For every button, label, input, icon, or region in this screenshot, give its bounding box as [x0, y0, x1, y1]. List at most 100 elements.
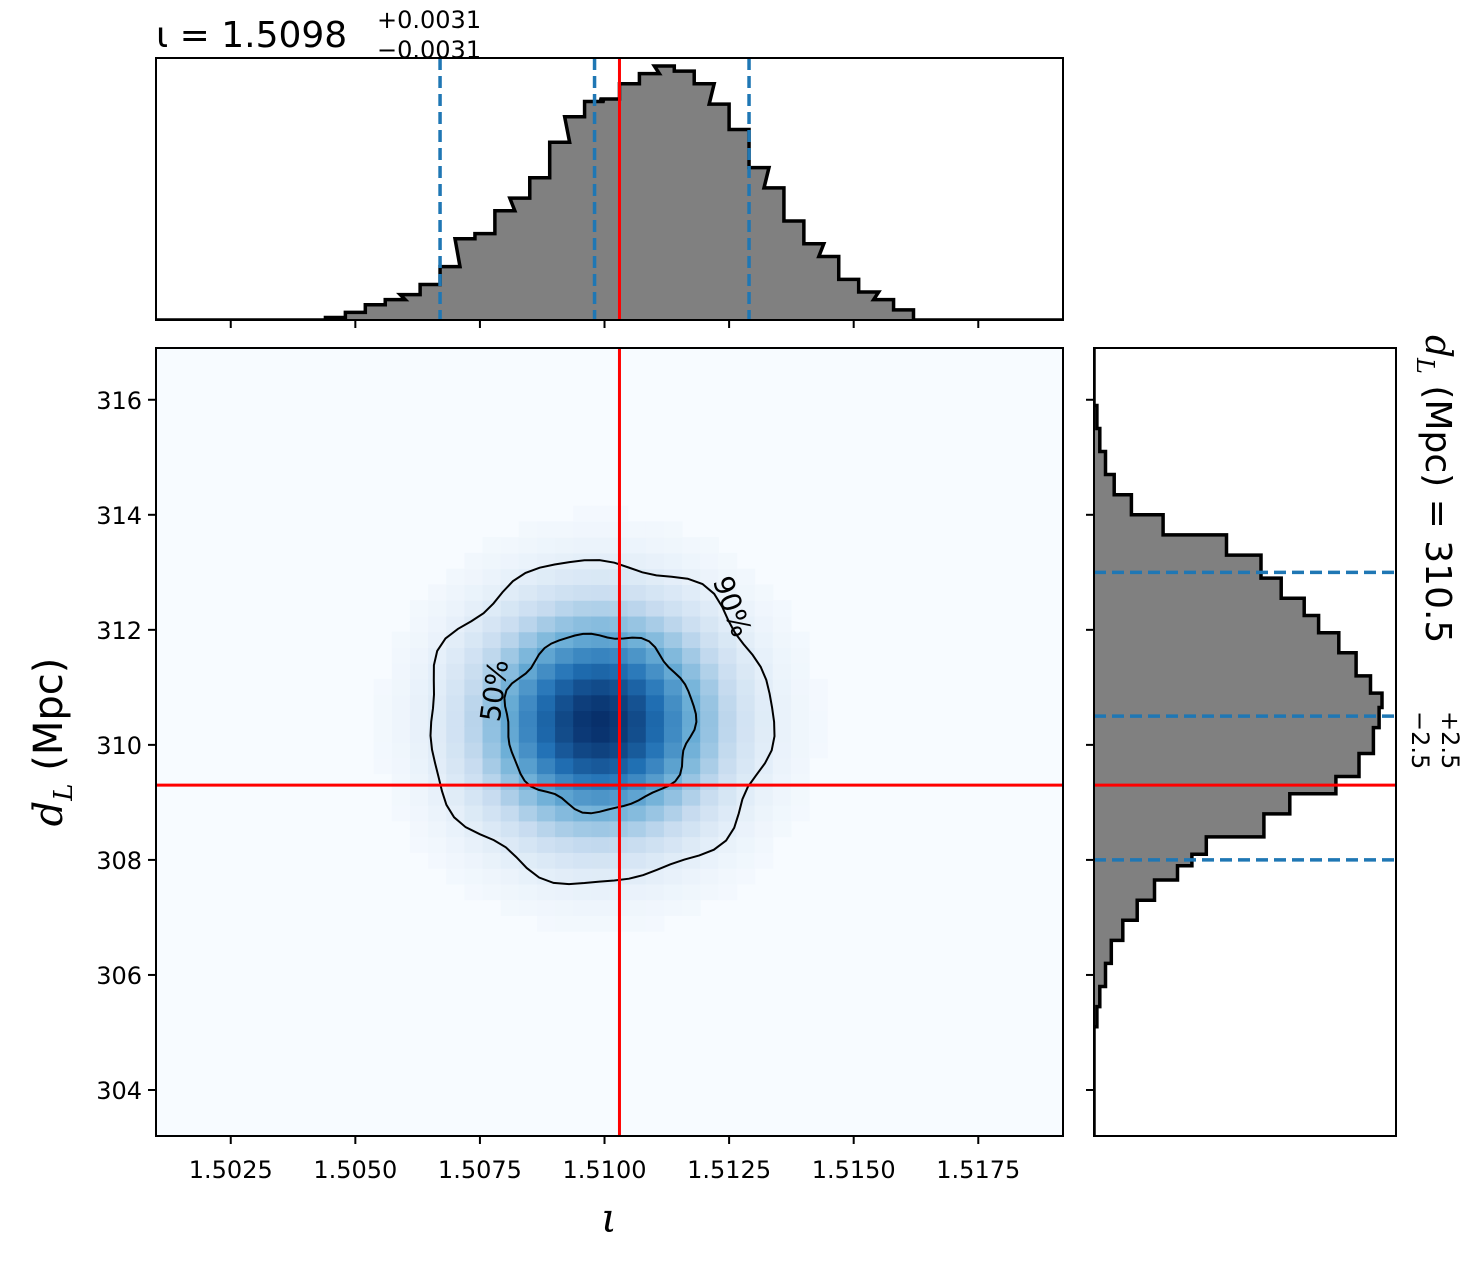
heatmap-cell: [555, 710, 574, 727]
heatmap-cell: [591, 631, 611, 649]
heatmap-cell: [573, 600, 592, 617]
heatmap-cell: [718, 852, 738, 869]
heatmap-cell: [536, 568, 556, 585]
heatmap-cell: [573, 694, 592, 712]
heatmap-cell: [591, 710, 611, 727]
heatmap-cell: [645, 820, 665, 838]
heatmap-cell: [500, 537, 520, 554]
heatmap-cell: [518, 883, 538, 901]
heatmap-cell: [663, 836, 683, 853]
heatmap-cell: [700, 537, 719, 554]
heatmap-cell: [573, 915, 592, 932]
heatmap-cell: [409, 742, 429, 759]
contour-50: [503, 632, 698, 815]
heatmap-cell: [700, 742, 719, 759]
heatmap-cell: [682, 757, 701, 775]
x-tick-label: 1.5175: [936, 1156, 1020, 1184]
heatmap-cell: [409, 647, 429, 664]
heatmap-cell: [645, 757, 665, 775]
heatmap-cell: [754, 678, 774, 696]
heatmap-cell: [518, 694, 538, 712]
heatmap-cell: [482, 678, 502, 696]
heatmap-cell: [573, 757, 592, 775]
heatmap-cell: [663, 789, 683, 806]
heatmap-cell: [446, 678, 465, 696]
heatmap-cell: [518, 568, 538, 585]
heatmap-cell: [645, 899, 665, 916]
heatmap-cell: [663, 615, 683, 633]
heatmap-cell: [627, 710, 647, 727]
heatmap-cell: [573, 868, 592, 885]
heatmap-cell: [482, 742, 502, 759]
heatmap-cell: [500, 883, 520, 901]
heatmap-cell: [518, 789, 538, 806]
heatmap-cell: [518, 852, 538, 869]
heatmap-cell: [536, 883, 556, 901]
heatmap-cell: [682, 710, 701, 727]
dl-histogram-fill: [1094, 348, 1382, 1136]
heatmap-cell: [428, 678, 447, 696]
heatmap-cell: [482, 568, 502, 585]
heatmap-cell: [790, 773, 810, 790]
heatmap-cell: [663, 868, 683, 885]
heatmap-cell: [682, 820, 701, 838]
heatmap-cell: [772, 678, 792, 696]
heatmap-cell: [772, 742, 792, 759]
heatmap-cell: [446, 773, 465, 790]
heatmap-cell: [518, 899, 538, 916]
heatmap-cell: [555, 757, 574, 775]
heatmap-cell: [573, 742, 592, 759]
heatmap-cell: [736, 710, 756, 727]
heatmap-cell: [573, 615, 592, 633]
heatmap-cell: [391, 710, 411, 727]
heatmap-cell: [645, 568, 665, 585]
heatmap-cell: [555, 899, 574, 916]
heatmap-cell: [790, 805, 810, 822]
heatmap-cell: [718, 789, 738, 806]
heatmap-cell: [736, 663, 756, 680]
heatmap-cell: [500, 789, 520, 806]
heatmap-cell: [645, 915, 665, 932]
heatmap-cell: [500, 663, 520, 680]
heatmap-cell: [700, 805, 719, 822]
heatmap-cell: [391, 663, 411, 680]
heatmap-cell: [573, 678, 592, 696]
heatmap-cell: [482, 663, 502, 680]
heatmap-cell: [500, 852, 520, 869]
heatmap-cell: [409, 710, 429, 727]
heatmap-cell: [809, 726, 828, 743]
heatmap-cell: [718, 568, 738, 585]
heatmap-cell: [482, 584, 502, 601]
heatmap-cell: [718, 757, 738, 775]
iota-marginal-frame: [155, 57, 1064, 321]
heatmap-cell: [536, 899, 556, 916]
heatmap-cell: [790, 647, 810, 664]
heatmap-cell: [500, 552, 520, 570]
y-tick-label: 316: [96, 387, 142, 415]
heatmap-cell: [500, 742, 520, 759]
heatmap-cell: [754, 773, 774, 790]
heatmap-cell: [627, 521, 647, 538]
heatmap-cell: [627, 757, 647, 775]
heatmap-cell: [718, 584, 738, 601]
heatmap-cell: [409, 820, 429, 838]
heatmap-cell: [428, 757, 447, 775]
heatmap-cell: [428, 852, 447, 869]
heatmap-cell: [682, 789, 701, 806]
heatmap-cell: [645, 694, 665, 712]
heatmap-cell: [682, 773, 701, 790]
heatmap-cell: [754, 820, 774, 838]
heatmap-cell: [700, 647, 719, 664]
heatmap-cell: [500, 726, 520, 743]
heatmap-cell: [682, 615, 701, 633]
heatmap-cell: [754, 615, 774, 633]
heatmap-cell: [536, 820, 556, 838]
heatmap-cell: [736, 584, 756, 601]
heatmap-cell: [573, 789, 592, 806]
heatmap-cell: [536, 537, 556, 554]
heatmap-cell: [428, 726, 447, 743]
heatmap-cell: [790, 631, 810, 649]
heatmap-cell: [682, 836, 701, 853]
heatmap-cell: [790, 789, 810, 806]
heatmap-cell: [682, 694, 701, 712]
